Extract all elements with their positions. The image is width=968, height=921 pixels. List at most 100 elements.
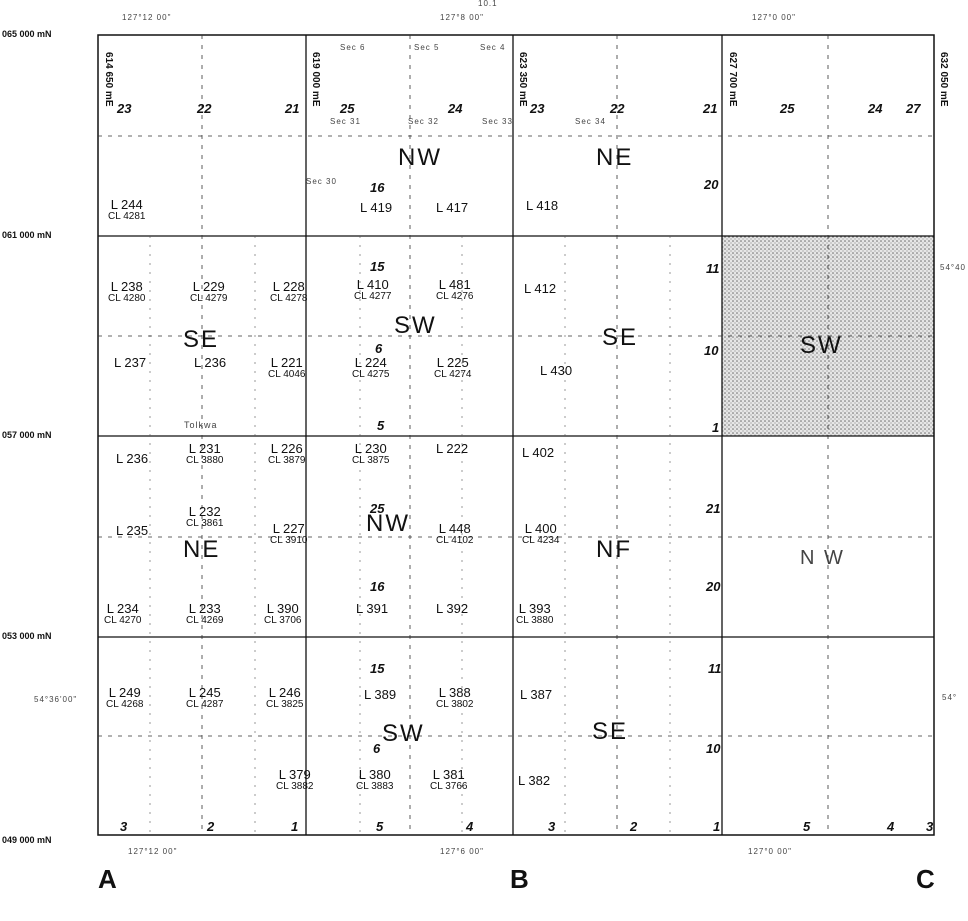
- quadrant-label: SE: [602, 324, 639, 351]
- section-number: 22: [197, 101, 212, 116]
- lot-label: L 418: [526, 198, 559, 213]
- lot-label: L 226 CL 3879: [268, 441, 306, 466]
- lot-label: L 229 CL 4279: [190, 279, 228, 304]
- sec-label: Sec 32: [408, 117, 439, 126]
- lot-label: L 221 CL 4046: [268, 355, 306, 380]
- lot-label: L 400 CL 4234: [522, 521, 560, 546]
- latitude-label: 54°40: [940, 263, 966, 272]
- section-number: 1: [291, 819, 299, 834]
- latitude-label: 54°36'00": [34, 695, 78, 704]
- lot-label: L 231 CL 3880: [186, 441, 224, 466]
- section-number: 24: [448, 101, 463, 116]
- longitude-label: 127°0 00": [748, 847, 792, 856]
- quadrant-label-faint: N W: [800, 547, 845, 569]
- section-number: 23: [530, 101, 545, 116]
- easting-label: 614 650 mE: [103, 52, 114, 107]
- easting-label: 619 000 mE: [310, 52, 321, 107]
- lot-label: L 430: [540, 363, 573, 378]
- section-number: 3: [926, 819, 934, 834]
- lot-label: L 238 CL 4280: [108, 279, 146, 304]
- sec-label: Sec 4: [480, 43, 506, 52]
- section-number: 16: [370, 579, 385, 594]
- section-number: 4: [887, 819, 895, 834]
- lot-label: L 246 CL 3825: [266, 685, 304, 710]
- lot-label: L 382: [518, 773, 551, 788]
- section-number: 15: [370, 259, 385, 274]
- section-number: 6: [373, 741, 381, 756]
- quadrant-label: NE: [596, 144, 634, 171]
- section-number: 1: [712, 420, 720, 435]
- lot-label: L 381 CL 3766: [430, 767, 468, 792]
- section-number: 2: [207, 819, 215, 834]
- sec-label: Sec 34: [575, 117, 606, 126]
- section-number: 25: [340, 101, 355, 116]
- lot-label: L 481 CL 4276: [436, 277, 474, 302]
- lot-label: L 244 CL 4281: [108, 197, 146, 222]
- lot-label: L 379 CL 3882: [276, 767, 314, 792]
- lot-label: L 237: [114, 355, 147, 370]
- section-number: 22: [610, 101, 625, 116]
- longitude-label: 127°6 00": [440, 847, 484, 856]
- lot-label: L 402: [522, 445, 555, 460]
- lot-label: L 245 CL 4287: [186, 685, 224, 710]
- place-name: Tolkwa: [184, 420, 218, 430]
- northing-label: 065 000 mN: [2, 29, 52, 39]
- section-number: 3: [548, 819, 556, 834]
- section-number: 24: [868, 101, 883, 116]
- column-label-a: A: [98, 864, 117, 894]
- lot-label: L 419: [360, 200, 393, 215]
- quadrant-label: SW: [394, 312, 437, 339]
- section-number: 23: [117, 101, 132, 116]
- easting-label: 623 350 mE: [517, 52, 528, 107]
- latitude-label: 54°: [942, 693, 958, 702]
- lot-label: L 391: [356, 601, 389, 616]
- quadrant-label: NF: [596, 536, 632, 563]
- lot-label: L 410 CL 4277: [354, 277, 392, 302]
- sec-label: Sec 31: [330, 117, 361, 126]
- section-number: 27: [906, 101, 921, 116]
- lot-label: L 235: [116, 523, 149, 538]
- section-number: 4: [466, 819, 474, 834]
- section-number: 5: [376, 819, 384, 834]
- column-label-c: C: [916, 864, 935, 894]
- sec-label: Sec 6: [340, 43, 366, 52]
- lot-label: L 232 CL 3861: [186, 504, 224, 529]
- section-number: 21: [706, 501, 721, 516]
- sec-label: Sec 30: [306, 177, 337, 186]
- lot-label: L 222: [436, 441, 469, 456]
- section-number: 21: [703, 101, 718, 116]
- section-number: 6: [375, 341, 383, 356]
- lot-label: L 390 CL 3706: [264, 601, 302, 626]
- section-number: 10: [706, 741, 721, 756]
- lot-label: L 388 CL 3802: [436, 685, 474, 710]
- lot-label: L 236: [194, 355, 227, 370]
- quadrant-label: SW: [800, 332, 843, 359]
- quadrant-label: NW: [398, 144, 442, 171]
- column-label-b: B: [510, 864, 529, 894]
- lot-label: L 380 CL 3883: [356, 767, 394, 792]
- section-number: 11: [708, 661, 722, 676]
- northing-label: 049 000 mN: [2, 835, 52, 845]
- lot-label: L 236: [116, 451, 149, 466]
- longitude-label: 127°12 00": [128, 847, 178, 856]
- section-number: 11: [706, 261, 720, 276]
- section-number: 25: [370, 501, 385, 516]
- lot-label: L 227 CL 3910: [270, 521, 308, 546]
- northing-label: 053 000 mN: [2, 631, 52, 641]
- section-number: 25: [780, 101, 795, 116]
- lot-label: L 233 CL 4269: [186, 601, 224, 626]
- section-number: 10: [704, 343, 719, 358]
- lot-label: L 249 CL 4268: [106, 685, 144, 710]
- sec-label: Sec 33: [482, 117, 513, 126]
- quadrant-label: NW: [366, 510, 410, 537]
- section-number: 15: [370, 661, 385, 676]
- section-number: 5: [377, 418, 385, 433]
- longitude-label: 127°0 00": [752, 13, 796, 22]
- lot-label: L 230 CL 3875: [352, 441, 390, 466]
- section-number: 20: [706, 579, 721, 594]
- longitude-label: 127°8 00": [440, 13, 484, 22]
- lot-label: L 389: [364, 687, 397, 702]
- lot-label: L 417: [436, 200, 469, 215]
- lot-label: L 224 CL 4275: [352, 355, 390, 380]
